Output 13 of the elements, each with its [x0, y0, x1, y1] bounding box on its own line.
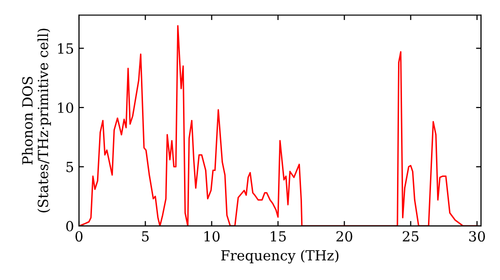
- y-tick-label: 5: [66, 162, 74, 172]
- y-axis-title: Phonon DOS (States/THz·primitive cell): [22, 28, 51, 212]
- y-tick-label: 10: [58, 102, 74, 113]
- y-tick-label: 15: [58, 43, 74, 54]
- y-tick-label: 0: [66, 220, 74, 232]
- x-tick-label: 25: [402, 231, 418, 242]
- x-tick-label: 30: [469, 231, 485, 242]
- x-tick-label: 15: [270, 231, 286, 242]
- x-tick-label: 5: [142, 231, 149, 242]
- x-tick-label: 10: [204, 231, 220, 242]
- x-axis-title: Frequency (THz): [221, 250, 338, 264]
- x-tick-label: 0: [75, 231, 82, 242]
- x-tick-label: 20: [336, 231, 352, 242]
